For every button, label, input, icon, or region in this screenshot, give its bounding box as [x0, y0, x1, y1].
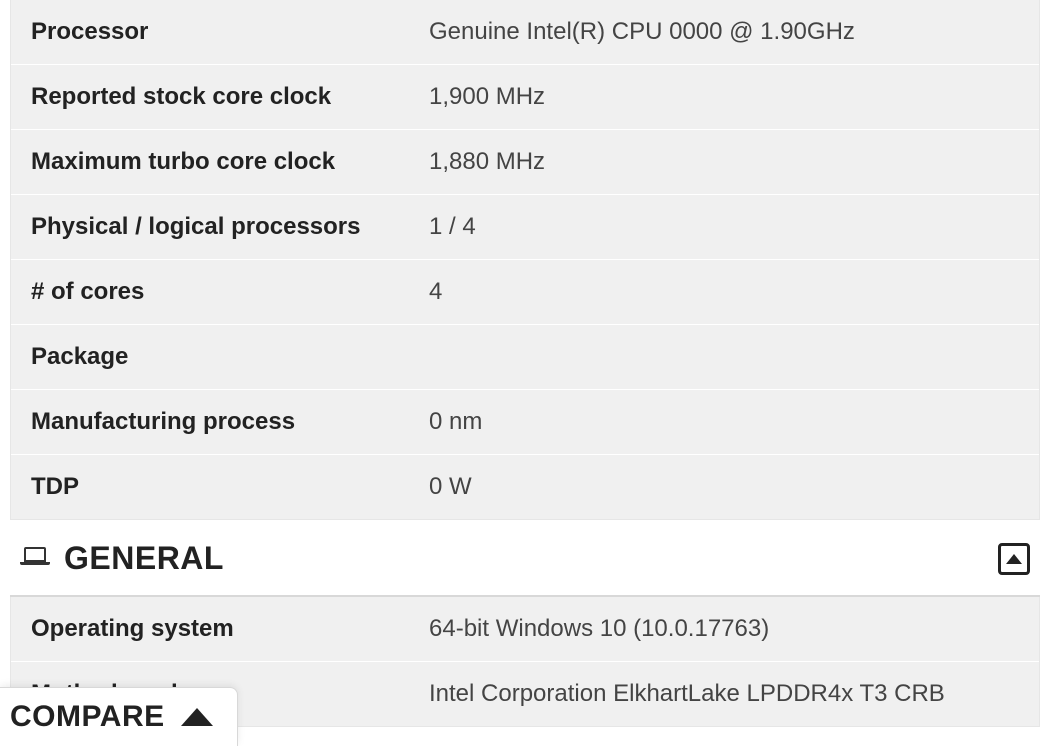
- table-row: Operating system 64-bit Windows 10 (10.0…: [11, 597, 1039, 662]
- spec-value: 64-bit Windows 10 (10.0.17763): [429, 615, 1019, 643]
- spec-label: Physical / logical processors: [31, 213, 429, 241]
- compare-tab[interactable]: COMPARE: [0, 687, 238, 746]
- specs-container: Processor Genuine Intel(R) CPU 0000 @ 1.…: [10, 0, 1040, 727]
- spec-label: Reported stock core clock: [31, 83, 429, 111]
- spec-value: 0 W: [429, 473, 1019, 501]
- spec-value: 0 nm: [429, 408, 1019, 436]
- spec-value: Genuine Intel(R) CPU 0000 @ 1.90GHz: [429, 18, 1019, 46]
- spec-value: 1,900 MHz: [429, 83, 1019, 111]
- table-row: Manufacturing process 0 nm: [11, 390, 1039, 455]
- spec-label: TDP: [31, 473, 429, 501]
- table-row: Processor Genuine Intel(R) CPU 0000 @ 1.…: [11, 0, 1039, 65]
- general-section-header[interactable]: GENERAL: [10, 520, 1040, 597]
- laptop-icon: [20, 547, 50, 571]
- table-row: Maximum turbo core clock 1,880 MHz: [11, 130, 1039, 195]
- spec-label: Processor: [31, 18, 429, 46]
- table-row: Package: [11, 325, 1039, 390]
- chevron-up-icon: [181, 708, 213, 726]
- spec-label: Operating system: [31, 615, 429, 643]
- section-title-wrap: GENERAL: [20, 540, 224, 577]
- spec-label: Package: [31, 343, 429, 371]
- section-title: GENERAL: [64, 540, 224, 577]
- spec-value: Intel Corporation ElkhartLake LPDDR4x T3…: [429, 680, 1019, 708]
- table-row: # of cores 4: [11, 260, 1039, 325]
- compare-label: COMPARE: [10, 700, 165, 734]
- collapse-button[interactable]: [998, 543, 1030, 575]
- spec-label: # of cores: [31, 278, 429, 306]
- cpu-spec-table: Processor Genuine Intel(R) CPU 0000 @ 1.…: [10, 0, 1040, 520]
- spec-label: Maximum turbo core clock: [31, 148, 429, 176]
- spec-label: Manufacturing process: [31, 408, 429, 436]
- table-row: Physical / logical processors 1 / 4: [11, 195, 1039, 260]
- spec-value: 1,880 MHz: [429, 148, 1019, 176]
- table-row: TDP 0 W: [11, 455, 1039, 519]
- spec-value: 4: [429, 278, 1019, 306]
- chevron-up-icon: [1006, 554, 1022, 564]
- spec-value: 1 / 4: [429, 213, 1019, 241]
- table-row: Reported stock core clock 1,900 MHz: [11, 65, 1039, 130]
